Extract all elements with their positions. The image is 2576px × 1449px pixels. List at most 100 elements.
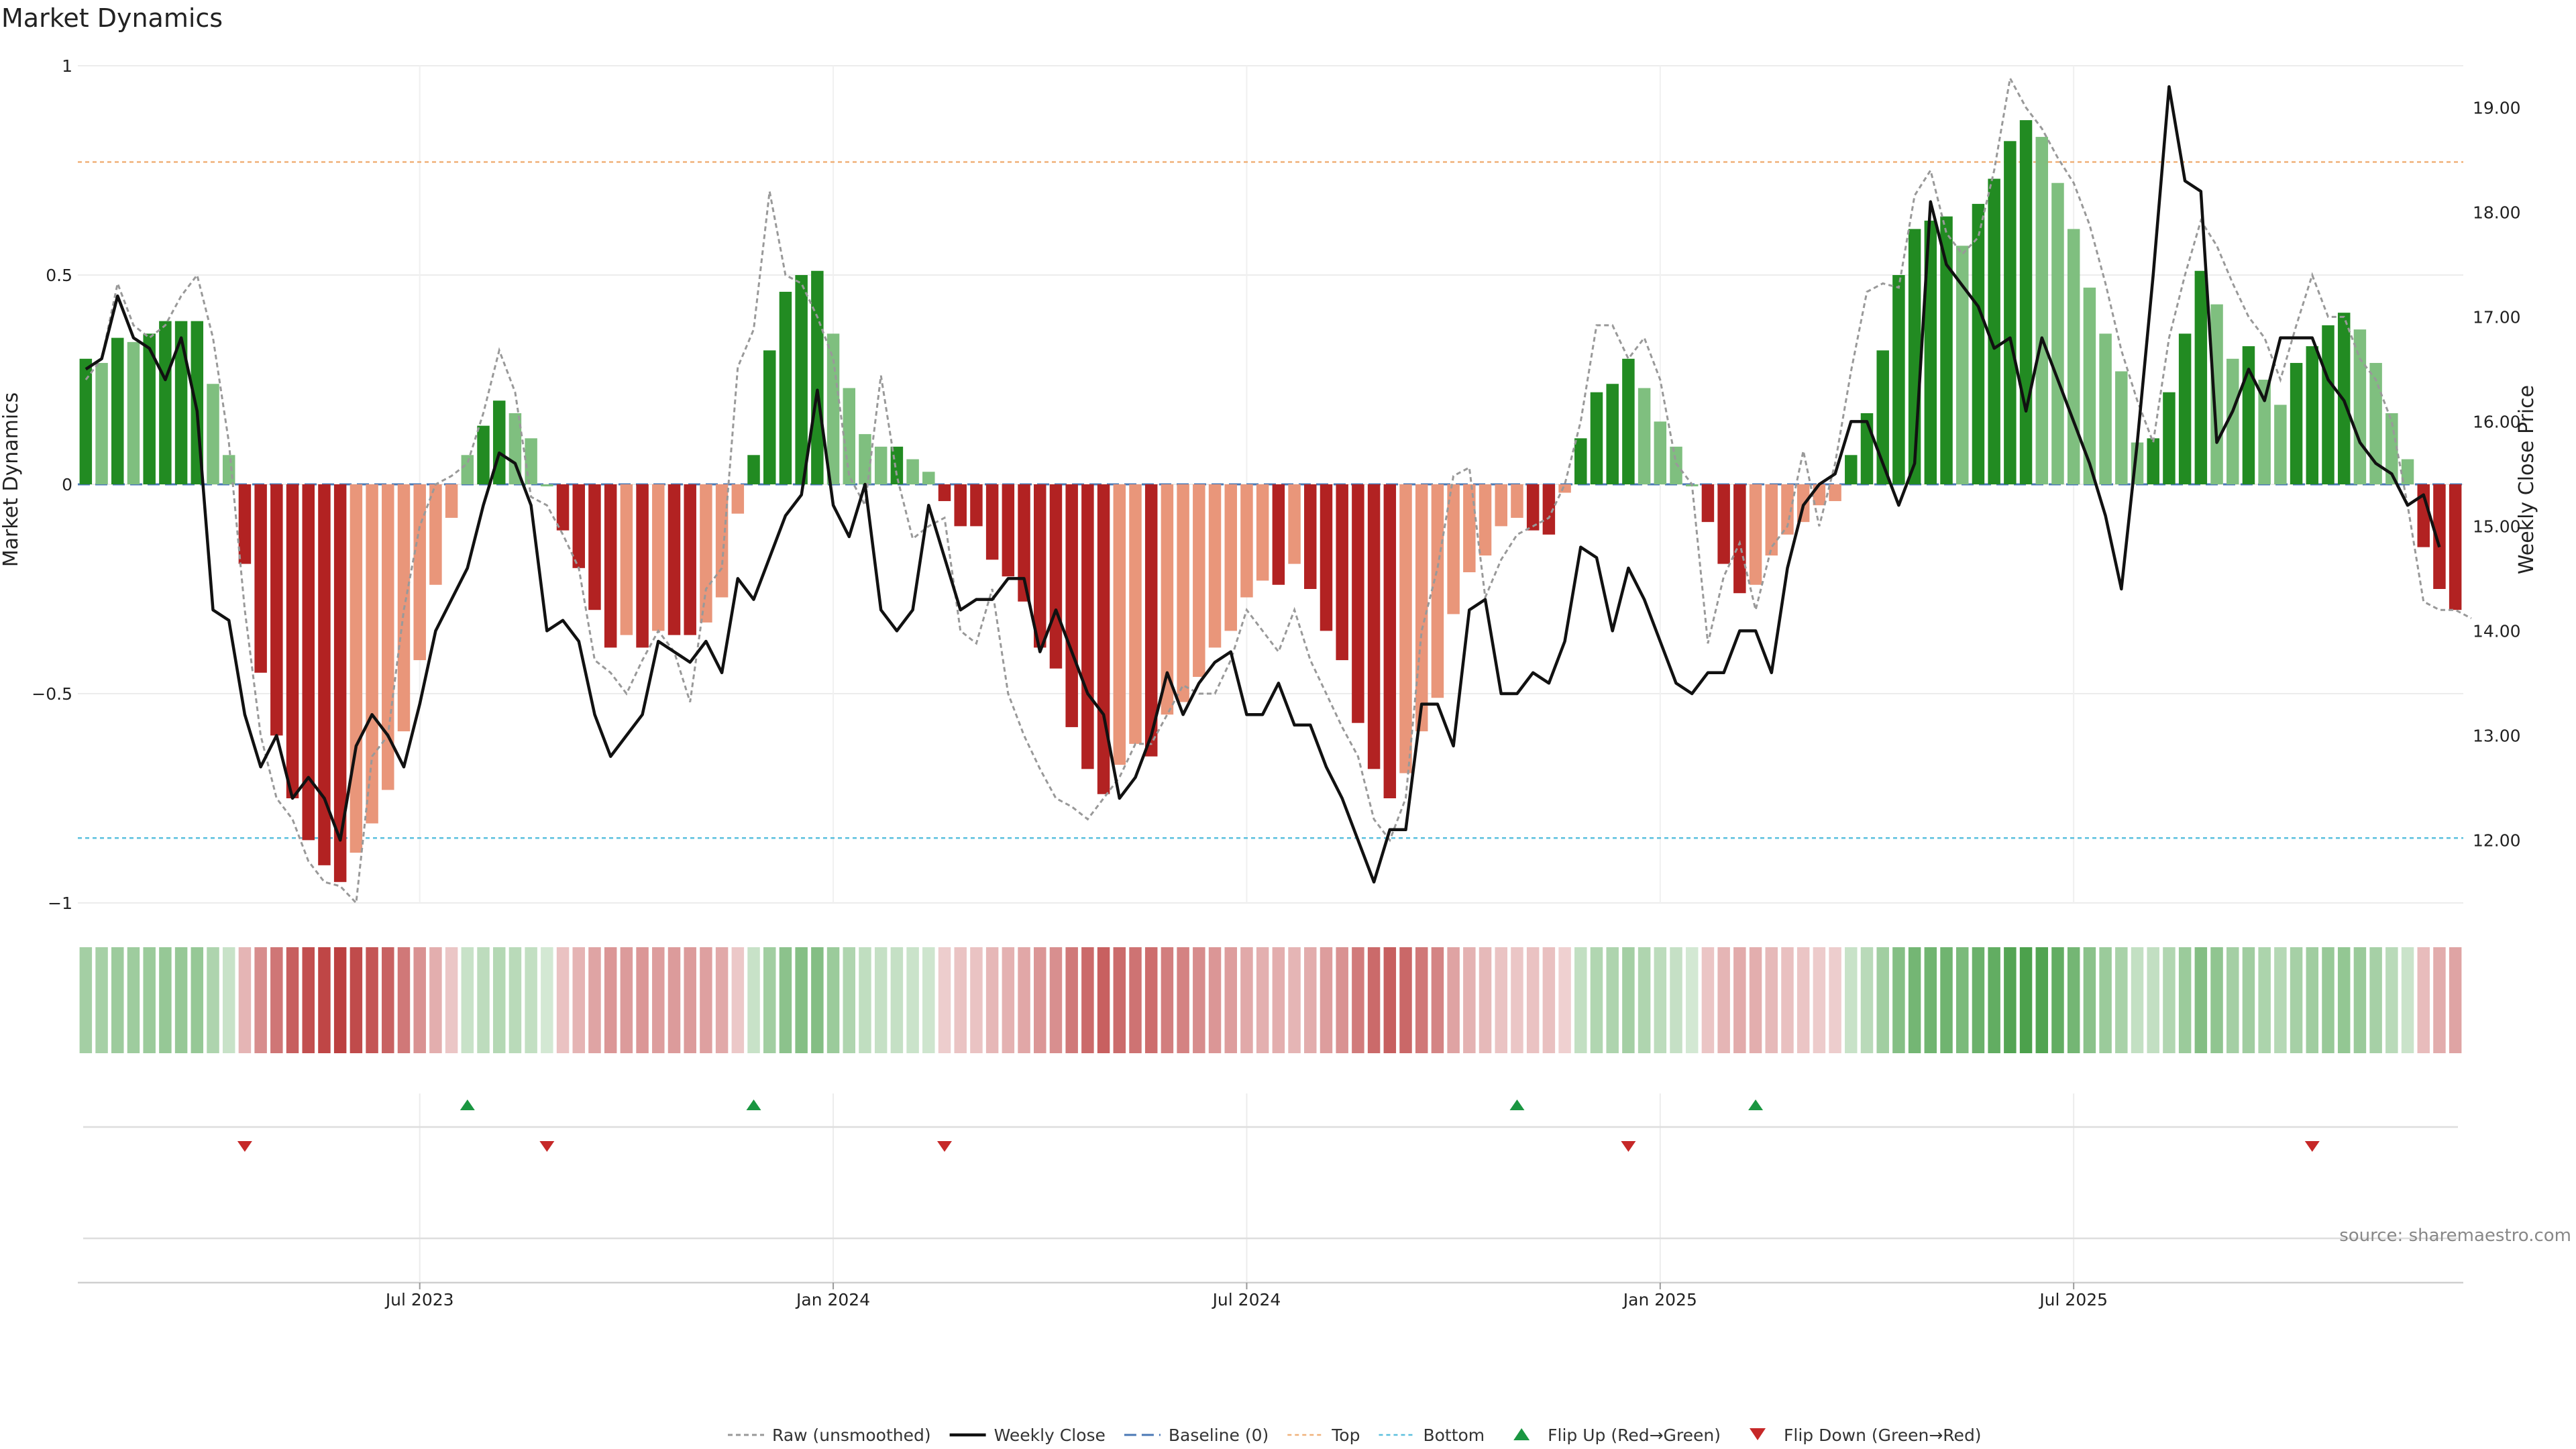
regime-strip-cell xyxy=(2115,947,2128,1053)
regime-strip-cell xyxy=(826,947,840,1053)
market-dynamics-bar xyxy=(1988,178,2000,484)
market-dynamics-bar xyxy=(143,333,156,484)
regime-strip-cell xyxy=(477,947,490,1053)
market-dynamics-bar xyxy=(1208,484,1222,648)
market-dynamics-bar xyxy=(1002,484,1015,577)
regime-strip-cell xyxy=(413,947,426,1053)
market-dynamics-bar xyxy=(763,350,776,484)
market-dynamics-bar xyxy=(731,484,745,514)
x-tick-label: Jul 2024 xyxy=(1212,1290,1281,1309)
market-dynamics-bar xyxy=(2306,346,2319,484)
market-dynamics-bar xyxy=(238,484,252,564)
market-dynamics-bar xyxy=(461,455,474,484)
regime-strip-cell xyxy=(1431,947,1444,1053)
market-dynamics-bar xyxy=(620,484,633,635)
flip-down-marker xyxy=(237,1141,252,1152)
regime-strip-cell xyxy=(2274,947,2287,1053)
regime-strip-cell xyxy=(684,947,696,1053)
regime-strip-cell xyxy=(1081,947,1094,1053)
market-dynamics-bar xyxy=(747,455,760,484)
regime-strip-cell xyxy=(1526,947,1540,1053)
market-dynamics-bar xyxy=(1113,484,1126,765)
market-dynamics-bar xyxy=(874,446,888,484)
regime-strip-cell xyxy=(1542,947,1556,1053)
regime-strip-cell xyxy=(1177,947,1189,1053)
market-dynamics-bar xyxy=(1256,484,1269,581)
regime-strip-cell xyxy=(1654,947,1667,1053)
regime-strip-cell xyxy=(954,947,967,1053)
market-dynamics-bar xyxy=(922,472,935,484)
regime-strip-cell xyxy=(1144,947,1158,1053)
regime-strip-cell xyxy=(2337,947,2351,1053)
regime-strip-cell xyxy=(111,947,124,1053)
x-axis-ticks: Jul 2023 Jan 2024 Jul 2024 Jan 2025 Jul 2025 xyxy=(384,1283,2108,1309)
regime-strip-cell xyxy=(2369,947,2382,1053)
market-dynamics-bar xyxy=(2274,405,2287,484)
regime-strip-cell xyxy=(1447,947,1460,1053)
regime-strip-cell xyxy=(1908,947,1921,1053)
regime-strip-cell xyxy=(1272,947,1285,1053)
regime-strip-cell xyxy=(890,947,904,1053)
market-dynamics-bar xyxy=(1144,484,1158,757)
y-axis-ticks: 1 0.5 0 −0.5 −1 xyxy=(32,56,72,913)
regime-strip-cell xyxy=(667,947,681,1053)
market-dynamics-bar xyxy=(954,484,967,527)
market-dynamics-bar xyxy=(1224,484,1237,631)
regime-strip-cell xyxy=(2306,947,2319,1053)
market-dynamics-bar xyxy=(700,484,712,623)
market-dynamics-bar xyxy=(1845,455,1858,484)
legend-label-2: Baseline (0) xyxy=(1169,1426,1269,1445)
regime-strip xyxy=(79,947,2462,1053)
regime-strip-cell xyxy=(1924,947,1937,1053)
regime-strip-cell xyxy=(2433,947,2446,1053)
regime-strip-cell xyxy=(238,947,252,1053)
market-dynamics-bar xyxy=(859,434,871,484)
market-dynamics-bar xyxy=(2099,333,2112,484)
regime-strip-cell xyxy=(1781,947,1794,1053)
regime-strip-cell xyxy=(1097,947,1110,1053)
market-dynamics-bar xyxy=(541,484,553,486)
market-dynamics-bar xyxy=(1638,388,1651,484)
market-dynamics-bar xyxy=(1542,484,1556,535)
market-dynamics-bar xyxy=(1336,484,1348,661)
market-dynamics-bar xyxy=(2019,120,2033,484)
legend-label-6: Flip Down (Green→Red) xyxy=(1784,1426,1982,1445)
regime-strip-cell xyxy=(731,947,745,1053)
market-dynamics-bars xyxy=(79,120,2462,882)
regime-strip-cell xyxy=(700,947,712,1053)
regime-strip-cell xyxy=(1049,947,1063,1053)
y2-tick-label: 12.00 xyxy=(2473,830,2521,850)
market-dynamics-bar xyxy=(2226,358,2239,484)
flip-up-marker xyxy=(460,1099,475,1110)
regime-strip-cell xyxy=(1240,947,1253,1053)
market-dynamics-bar xyxy=(604,484,617,648)
market-dynamics-bar xyxy=(588,484,601,610)
market-dynamics-bar xyxy=(1940,216,1953,484)
regime-strip-cell xyxy=(1622,947,1635,1053)
market-dynamics-bar xyxy=(1733,484,1746,594)
regime-strip-cell xyxy=(2417,947,2430,1053)
market-dynamics-bar xyxy=(1018,484,1030,602)
market-dynamics-bar xyxy=(254,484,267,673)
regime-strip-cell xyxy=(2051,947,2064,1053)
regime-strip-cell xyxy=(2131,947,2144,1053)
market-dynamics-bar xyxy=(811,270,824,484)
market-dynamics-bar xyxy=(985,484,999,560)
market-dynamics-bar xyxy=(1288,484,1301,564)
y-tick-label: 0.5 xyxy=(46,266,72,285)
market-dynamics-bar xyxy=(79,358,93,484)
y-tick-label: −0.5 xyxy=(32,684,72,704)
regime-strip-cell xyxy=(811,947,824,1053)
market-dynamics-bar xyxy=(2242,346,2255,484)
market-dynamics-bar xyxy=(1177,484,1189,702)
regime-strip-cell xyxy=(1288,947,1301,1053)
regime-strip-cell xyxy=(2226,947,2239,1053)
market-dynamics-bar xyxy=(1352,484,1364,723)
market-dynamics-bar xyxy=(938,484,951,501)
y2-axis-label: Weekly Close Price xyxy=(2515,385,2538,574)
regime-strip-cell xyxy=(1463,947,1476,1053)
regime-strip-cell xyxy=(1415,947,1428,1053)
regime-strip-cell xyxy=(1193,947,1205,1053)
regime-strip-cell xyxy=(859,947,871,1053)
y2-tick-label: 19.00 xyxy=(2473,98,2521,117)
